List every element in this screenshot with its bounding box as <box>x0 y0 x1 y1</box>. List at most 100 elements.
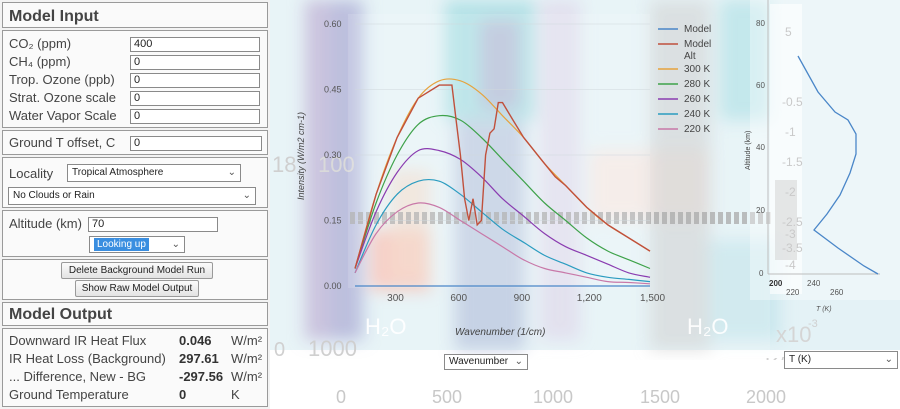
altitude-section: Altitude (km) 70 Looking up ⌄ <box>2 210 268 257</box>
strat-ozone-input[interactable]: 0 <box>130 90 260 106</box>
spectrum-xlabel: Wavenumber (1/cm) <box>455 327 545 338</box>
bottom-tick: 0 <box>336 387 346 407</box>
stripe-segment <box>430 212 435 224</box>
series-line-240-k <box>354 178 651 283</box>
temperature-profile-line <box>797 55 879 275</box>
stripe-segment <box>710 212 715 224</box>
ch4-label: CH₄ (ppm) <box>9 54 71 69</box>
stripe-segment <box>382 212 387 224</box>
altitude-label: Altitude (km) <box>9 216 82 231</box>
stripe-segment <box>758 212 763 224</box>
trop-ozone-input[interactable]: 0 <box>130 72 260 88</box>
locality-label: Locality <box>9 166 54 181</box>
stripe-segment <box>718 212 723 224</box>
stripe-segment <box>446 212 451 224</box>
right-tick: -3 <box>785 227 796 241</box>
right-tick: -2 <box>785 185 796 199</box>
chevron-down-icon: ⌄ <box>227 167 236 178</box>
bottom-tick: 1500 <box>640 387 680 407</box>
altitude-xtick: 240 <box>807 279 821 288</box>
spectrum-x-select-value: Wavenumber <box>449 356 509 367</box>
output-unit: W/m² <box>231 369 263 384</box>
stripe-segment <box>742 212 747 224</box>
ch4-input[interactable]: 0 <box>130 54 260 70</box>
spectrum-ylabel: Intensity (W/m2 cm-1) <box>296 112 306 200</box>
output-unit: W/m² <box>231 351 263 366</box>
h2o-right-label: H₂O <box>687 314 729 339</box>
bg-label-100: 100 <box>318 152 355 177</box>
stripe-segment <box>574 212 579 224</box>
stripe-segment <box>510 212 515 224</box>
spectrum-chart: Intensity (W/m2 cm-1) 0.000.150.300.450.… <box>296 14 711 338</box>
bg-label-0: 0 <box>274 339 285 361</box>
spectrum-x-select[interactable]: Wavenumber ⌄ <box>444 354 528 370</box>
plot-area: 18 100 1000 0 H₂O H₂O x10 -3 K/(day cm⁻¹… <box>270 0 900 409</box>
output-unit: W/m² <box>231 333 263 348</box>
stripe-segment <box>702 212 707 224</box>
legend-label: 300 K <box>684 64 710 75</box>
delete-background-button[interactable]: Delete Background Model Run <box>61 262 213 279</box>
stripe-segment <box>590 212 595 224</box>
stripe-segment <box>686 212 691 224</box>
y-tick-label: 0.00 <box>324 281 342 291</box>
stripe-segment <box>502 212 507 224</box>
co2-input[interactable]: 400 <box>130 36 260 52</box>
looking-select[interactable]: Looking up ⌄ <box>89 236 185 253</box>
altitude-ytick: 20 <box>756 206 765 215</box>
ground-t-input[interactable]: 0 <box>130 135 262 151</box>
clouds-select[interactable]: No Clouds or Rain ⌄ <box>8 187 256 205</box>
x-tick-label: 600 <box>450 293 467 304</box>
locality-select[interactable]: Tropical Atmosphere ⌄ <box>67 164 241 182</box>
model-input-title: Model Input <box>9 8 99 25</box>
y-tick-label: 0.30 <box>324 150 342 160</box>
altitude-x-select-value: T (K) <box>789 354 812 365</box>
strat-ozone-row: Strat. Ozone scale 0 <box>9 90 260 106</box>
series-line-220-k <box>354 202 651 285</box>
right-tick: -1.5 <box>782 155 803 169</box>
series-line-280-k <box>354 114 651 270</box>
stripe-segment <box>750 212 755 224</box>
stripe-segment <box>398 212 403 224</box>
output-value: 0 <box>179 387 187 402</box>
legend-label: Model <box>684 24 711 35</box>
show-raw-output-button[interactable]: Show Raw Model Output <box>75 280 199 297</box>
y-tick-label: 0.45 <box>324 85 342 95</box>
water-vapor-input[interactable]: 0 <box>130 108 260 124</box>
altitude-x-select[interactable]: T (K) ⌄ <box>784 351 898 369</box>
chevron-down-icon: ⌄ <box>884 354 893 365</box>
x-tick-label: 300 <box>387 293 404 304</box>
water-vapor-label: Water Vapor Scale <box>9 108 117 123</box>
stripe-segment <box>622 212 627 224</box>
output-label: ... Difference, New - BG <box>9 369 147 384</box>
x-tick-label: 1,500 <box>640 293 665 304</box>
trop-ozone-label: Trop. Ozone (ppb) <box>9 72 115 87</box>
stripe-segment <box>526 212 531 224</box>
stripe-segment <box>630 212 635 224</box>
co2-row: CO₂ (ppm) 400 <box>9 36 260 52</box>
legend-label: 280 K <box>684 79 710 90</box>
altitude-ytick: 80 <box>756 19 765 28</box>
clouds-value: No Clouds or Rain <box>13 190 95 201</box>
legend-label: Alt <box>684 51 696 62</box>
buttons-section: Delete Background Model Run Show Raw Mod… <box>2 259 268 300</box>
right-tick: -1 <box>785 125 796 139</box>
spectrum-series <box>354 78 651 287</box>
altitude-chart-ylabel: Altitude (km) <box>745 131 752 170</box>
altitude-input[interactable]: 70 <box>87 216 218 232</box>
altitude-xtick: 200 <box>769 279 783 288</box>
input-gases-section: CO₂ (ppm) 400 CH₄ (ppm) 0 Trop. Ozone (p… <box>2 30 268 128</box>
model-panel: Model Input CO₂ (ppm) 400 CH₄ (ppm) 0 Tr… <box>0 0 270 409</box>
stripe-segment <box>414 212 419 224</box>
stripe-segment <box>534 212 539 224</box>
stripe-segment <box>646 212 651 224</box>
h2o-left-label: H₂O <box>365 314 407 339</box>
x-tick-label: 1,200 <box>577 293 602 304</box>
stripe-segment <box>438 212 443 224</box>
plot-svg: 18 100 1000 0 H₂O H₂O x10 -3 K/(day cm⁻¹… <box>270 0 900 409</box>
right-tick: -2.5 <box>782 215 803 229</box>
altitude-small-220: 220 <box>786 288 800 297</box>
output-label: Downward IR Heat Flux <box>9 333 147 348</box>
stripe-segment <box>478 212 483 224</box>
stripe-segment <box>614 212 619 224</box>
